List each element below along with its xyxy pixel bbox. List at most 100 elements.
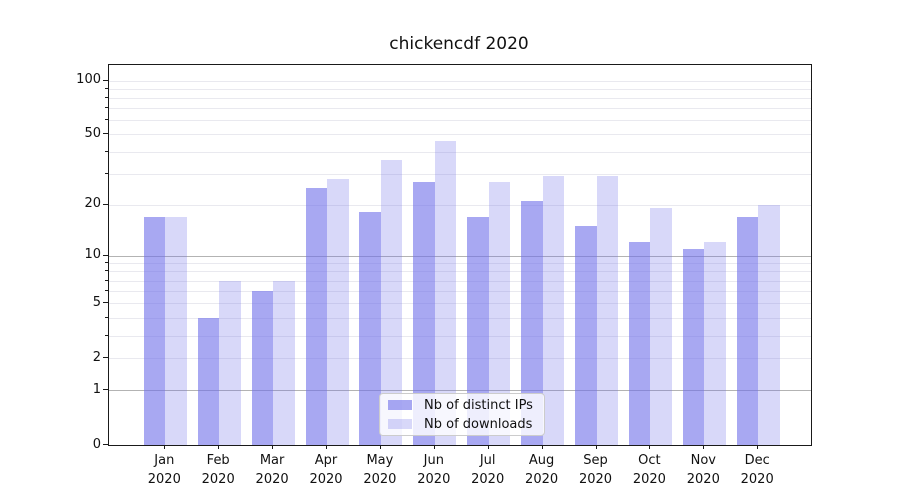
y-tick-label: 5 [92,294,101,310]
y-tick-label: 10 [84,247,101,263]
y-tick-label: 50 [84,125,101,141]
legend: Nb of distinct IPs Nb of downloads [379,393,545,436]
x-tick-mark [703,445,705,449]
bar-distinct-ips [521,200,543,445]
legend-swatch-downloads [388,419,412,429]
bar-distinct-ips [628,242,651,445]
minor-gridline [109,134,811,136]
minor-gridline [109,80,811,82]
minor-gridline [109,335,811,337]
minor-gridline [109,358,811,360]
legend-item-distinct-ips: Nb of distinct IPs [380,397,544,413]
bar-distinct-ips [467,216,489,445]
y-minor-tick-mark [105,316,108,318]
x-tick-mark [487,445,489,449]
x-tick-label: Feb 2020 [201,453,235,487]
y-tick-label: 20 [84,196,101,212]
y-minor-tick-mark [105,119,108,121]
bar-distinct-ips [359,212,381,445]
x-tick-mark [541,445,543,449]
x-tick-label: Nov 2020 [686,453,720,487]
y-tick-mark [103,357,108,359]
y-tick-label: 0 [92,436,101,452]
y-tick-label: 2 [92,349,101,365]
x-tick-mark [164,445,166,449]
x-tick-mark [218,445,220,449]
legend-item-downloads: Nb of downloads [380,416,544,432]
bar-downloads [542,176,565,445]
minor-gridline [109,303,811,305]
bar-distinct-ips [251,291,274,445]
bar-downloads [488,181,511,445]
bar-downloads [165,216,187,445]
minor-gridline [109,271,811,273]
x-tick-label: Jul 2020 [471,453,505,487]
y-tick-mark [103,79,108,81]
y-minor-tick-mark [105,290,108,292]
chart-title: chickencdf 2020 [389,34,529,54]
minor-gridline [109,263,811,265]
y-minor-tick-mark [105,262,108,264]
bar-distinct-ips [413,181,435,445]
y-minor-tick-mark [105,279,108,281]
bar-downloads [596,176,618,445]
bar-distinct-ips [736,216,759,445]
x-tick-label: Dec 2020 [740,453,774,487]
y-minor-tick-mark [105,172,108,174]
minor-gridline [109,317,811,319]
y-minor-tick-mark [105,334,108,336]
y-tick-label: 1 [92,381,101,397]
bar-downloads [650,208,672,445]
minor-gridline [109,280,811,282]
major-gridline [109,390,811,392]
x-tick-mark [595,445,597,449]
y-tick-mark [103,254,108,256]
minor-gridline [109,120,811,122]
x-tick-label: Jun 2020 [417,453,451,487]
legend-label-downloads: Nb of downloads [424,416,533,432]
minor-gridline [109,291,811,293]
y-tick-mark [103,444,108,445]
y-tick-mark [103,389,108,391]
x-tick-mark [757,445,759,449]
minor-gridline [109,151,811,153]
y-tick-label: 100 [76,72,101,87]
x-tick-mark [433,445,435,449]
minor-gridline [109,173,811,175]
x-tick-label: Apr 2020 [309,453,343,487]
x-tick-mark [272,445,274,449]
bar-downloads [380,159,403,445]
minor-gridline [109,97,811,99]
bar-downloads [273,280,295,445]
bar-distinct-ips [575,226,597,445]
x-tick-mark [379,445,381,449]
x-tick-label: Sep 2020 [578,453,613,487]
minor-gridline [109,88,811,90]
bar-distinct-ips [197,317,220,445]
y-tick-mark [103,203,108,205]
minor-gridline [109,108,811,110]
y-minor-tick-mark [105,87,108,89]
legend-swatch-distinct-ips [388,400,412,410]
bar-downloads [327,179,349,445]
bar-downloads [758,204,780,445]
x-tick-label: Aug 2020 [525,453,559,487]
y-minor-tick-mark [105,150,108,152]
x-tick-label: May 2020 [363,453,397,487]
y-tick-mark [103,133,108,135]
bar-downloads [434,140,457,445]
y-tick-mark [103,302,108,304]
x-tick-mark [649,445,651,449]
y-minor-tick-mark [105,270,108,272]
y-minor-tick-mark [105,96,108,98]
x-tick-label: Mar 2020 [255,453,289,487]
bar-distinct-ips [682,248,705,445]
y-minor-tick-mark [105,107,108,109]
bar-distinct-ips [305,187,327,445]
x-tick-label: Oct 2020 [632,453,666,487]
legend-label-distinct-ips: Nb of distinct IPs [424,397,533,413]
x-tick-label: Jan 2020 [147,453,181,487]
bar-downloads [219,280,241,445]
x-tick-mark [326,445,327,449]
